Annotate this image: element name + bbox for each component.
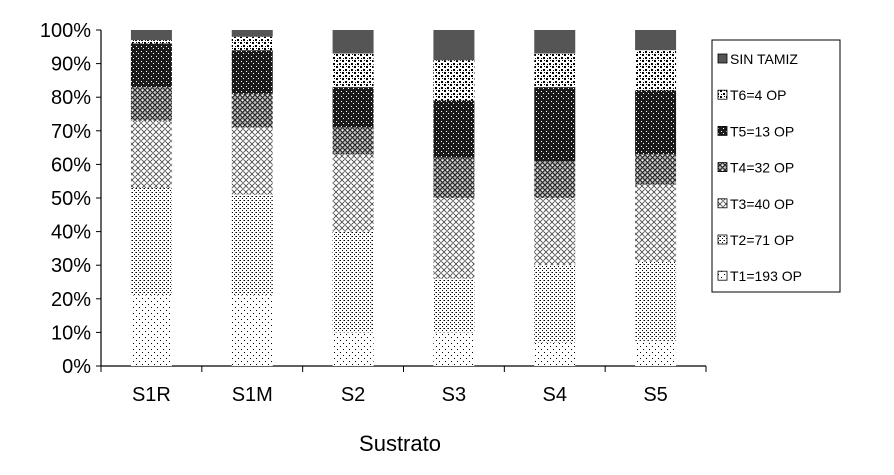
legend-swatch — [717, 162, 728, 173]
legend-label: T3=40 OP — [730, 196, 794, 212]
bars — [130, 30, 677, 366]
bar-segment — [635, 50, 677, 91]
bar-segment — [534, 198, 576, 266]
bar-segment — [635, 154, 677, 185]
bar-segment — [332, 127, 374, 155]
bar-segment — [534, 87, 576, 162]
y-tick-label: 30% — [51, 255, 91, 277]
bar-segment — [635, 90, 677, 155]
legend-label: SIN TAMIZ — [730, 51, 798, 67]
y-tick-label: 90% — [51, 54, 91, 76]
legend-box — [711, 39, 841, 293]
x-tick-label: S5 — [643, 384, 667, 406]
x-tick-label: S3 — [442, 384, 466, 406]
bar-segment — [534, 161, 576, 198]
legend-label: T4=32 OP — [730, 160, 794, 176]
bar-segment — [231, 295, 273, 366]
bar-segment — [231, 30, 273, 37]
bar-segment — [433, 30, 475, 61]
bar-segment — [433, 332, 475, 366]
bar-segment — [635, 340, 677, 366]
bar-segment — [534, 342, 576, 366]
bar-segment — [332, 53, 374, 88]
x-tick-label: S1M — [232, 384, 273, 406]
legend-swatch — [717, 53, 728, 64]
x-axis-title: Sustrato — [359, 431, 441, 456]
bar-segment — [332, 87, 374, 128]
y-tick-label: 50% — [51, 188, 91, 210]
legend-swatch — [717, 126, 728, 136]
x-tick-label: S2 — [341, 384, 365, 406]
y-tick-label: 20% — [51, 289, 91, 311]
bar-segment — [130, 43, 172, 88]
bar-segment — [433, 100, 475, 158]
bar-segment — [433, 157, 475, 198]
y-tick-label: 0% — [62, 356, 91, 378]
y-tick-label: 80% — [51, 87, 91, 109]
bar-segment — [433, 198, 475, 279]
bar-segment — [130, 187, 172, 296]
bar-segment — [635, 30, 677, 51]
bar-segment — [130, 120, 172, 188]
bar-segment — [433, 278, 475, 333]
bar-segment — [231, 194, 273, 296]
legend-swatch — [717, 234, 728, 245]
y-tick-label: 100% — [40, 20, 91, 42]
bar-segment — [130, 295, 172, 366]
axes: 0% 10% 20% 30% 40% 50% 60% 70% 80% 90% 100% S1R S1M S… — [40, 20, 707, 406]
y-tick-label: 60% — [51, 154, 91, 176]
bar-segment — [231, 93, 273, 128]
legend-swatch — [717, 270, 728, 281]
x-tick-label: S4 — [543, 384, 567, 406]
legend-swatch — [717, 198, 728, 209]
bar-segment — [534, 30, 576, 54]
legend-label: T5=13 OP — [730, 123, 794, 139]
bar-segment — [231, 36, 273, 51]
legend: SIN TAMIZ T6=4 OP T5=13 OP T4=32 OP T3=40 OP… — [711, 39, 841, 293]
bar-segment — [130, 87, 172, 121]
bar-segment — [130, 40, 172, 44]
x-tick-label: S1R — [132, 384, 171, 406]
bar-segment — [332, 30, 374, 54]
y-tick-label: 10% — [51, 322, 91, 344]
bar-segment — [534, 265, 576, 343]
legend-label: T6=4 OP — [730, 87, 786, 103]
legend-label: T2=71 OP — [730, 232, 794, 248]
bar-segment — [635, 184, 677, 262]
y-tick-label: 70% — [51, 121, 91, 143]
bar-segment — [332, 231, 374, 333]
bar-segment — [231, 50, 273, 94]
bar-segment — [534, 53, 576, 88]
bar-segment — [332, 332, 374, 366]
legend-label: T1=193 OP — [730, 268, 802, 284]
bar-segment — [332, 154, 374, 232]
bar-segment — [433, 60, 475, 101]
bar-segment — [635, 261, 677, 341]
bar-segment — [231, 127, 273, 195]
bar-segment — [130, 30, 172, 41]
legend-swatch — [717, 89, 728, 100]
y-tick-label: 40% — [51, 222, 91, 244]
